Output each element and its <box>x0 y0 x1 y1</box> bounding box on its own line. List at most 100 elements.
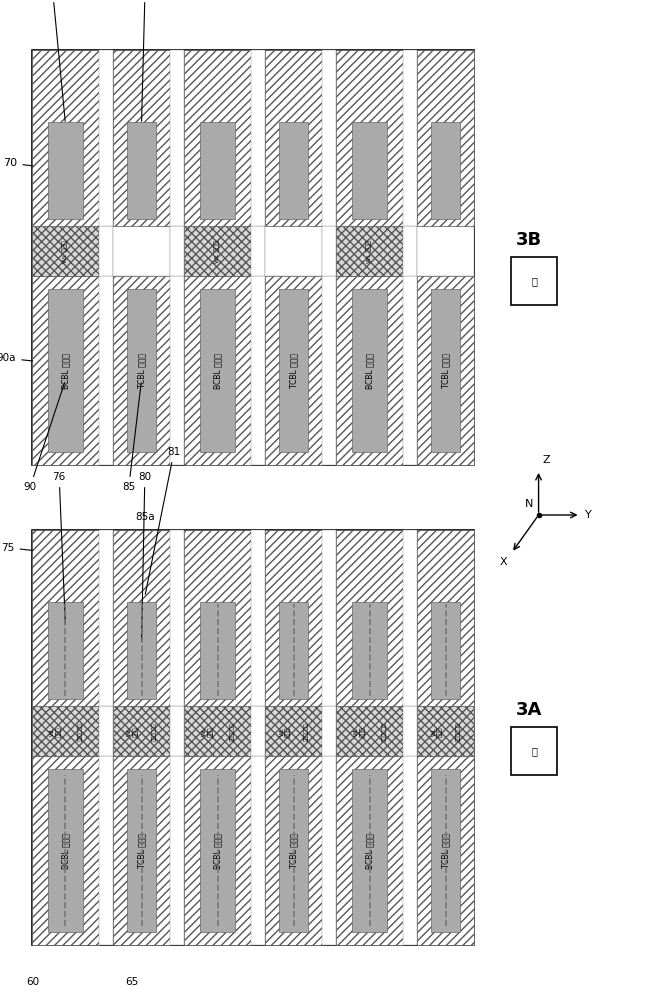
Bar <box>201 122 235 219</box>
Bar <box>126 602 156 699</box>
Bar <box>170 276 184 465</box>
Bar <box>251 50 265 226</box>
Bar <box>403 226 417 276</box>
Bar <box>322 50 337 226</box>
Bar <box>265 226 322 276</box>
Bar <box>337 756 403 945</box>
Bar <box>99 530 113 706</box>
Text: WL 解码器: WL 解码器 <box>63 240 68 263</box>
Bar <box>417 706 474 756</box>
Text: TCBL 解码器: TCBL 解码器 <box>289 833 298 868</box>
Bar <box>352 289 387 452</box>
Bar <box>322 756 337 945</box>
Bar <box>32 530 474 945</box>
Text: N: N <box>524 499 533 509</box>
Text: 3B: 3B <box>516 231 542 249</box>
Bar <box>265 276 322 465</box>
Bar <box>32 276 99 465</box>
Text: 60: 60 <box>26 977 39 987</box>
Text: WL
解码器: WL 解码器 <box>127 726 139 737</box>
Bar <box>184 276 251 465</box>
Bar <box>352 122 387 219</box>
Bar <box>265 50 322 226</box>
Bar <box>32 706 99 756</box>
Text: 底部单元阵列: 底部单元阵列 <box>230 722 235 741</box>
Bar <box>337 530 403 706</box>
Bar <box>184 226 251 276</box>
Bar <box>352 769 387 932</box>
Text: BCBL 解码器: BCBL 解码器 <box>213 833 222 869</box>
Text: 图: 图 <box>531 276 537 286</box>
Bar <box>126 289 156 452</box>
Text: BCBL 解码器: BCBL 解码器 <box>61 833 70 869</box>
Bar <box>511 257 557 305</box>
Text: TCBL 解码器: TCBL 解码器 <box>441 833 450 868</box>
Text: 65: 65 <box>125 977 139 987</box>
Bar <box>279 602 308 699</box>
Bar <box>170 530 184 706</box>
Text: BCBL 解码器: BCBL 解码器 <box>365 353 374 389</box>
Bar <box>48 122 83 219</box>
Bar <box>337 50 403 226</box>
Bar <box>322 226 337 276</box>
Bar <box>184 706 251 756</box>
Bar <box>337 706 403 756</box>
Text: WL 解码器: WL 解码器 <box>367 240 372 263</box>
Bar <box>184 530 251 706</box>
Bar <box>201 602 235 699</box>
Bar <box>113 276 170 465</box>
Bar <box>403 530 417 706</box>
Text: 85a: 85a <box>135 512 155 522</box>
Bar <box>201 289 235 452</box>
Bar <box>170 756 184 945</box>
Text: BCBL 解码器: BCBL 解码器 <box>365 833 374 869</box>
Bar <box>170 706 184 756</box>
Bar <box>99 706 113 756</box>
Bar <box>279 769 308 932</box>
Text: 90: 90 <box>23 383 64 492</box>
Text: BCBL 解码器: BCBL 解码器 <box>213 353 222 389</box>
Bar <box>32 530 99 706</box>
Bar <box>322 276 337 465</box>
Bar <box>403 276 417 465</box>
Bar <box>201 769 235 932</box>
Bar <box>126 122 156 219</box>
Text: 顶部单元阵列: 顶部单元阵列 <box>152 722 157 741</box>
Bar <box>184 756 251 945</box>
Bar <box>32 50 99 226</box>
Bar <box>337 226 403 276</box>
Bar <box>251 706 265 756</box>
Bar <box>403 756 417 945</box>
Bar <box>99 226 113 276</box>
Text: X: X <box>500 557 508 567</box>
Bar <box>417 50 474 226</box>
Text: Z: Z <box>542 455 550 465</box>
Bar <box>403 706 417 756</box>
Bar <box>417 530 474 706</box>
Bar <box>99 756 113 945</box>
Text: 81: 81 <box>145 447 181 594</box>
Bar <box>113 226 170 276</box>
Text: 85b: 85b <box>135 0 155 121</box>
Bar <box>251 530 265 706</box>
Text: TCBL 解码器: TCBL 解码器 <box>289 353 298 388</box>
Bar <box>511 727 557 775</box>
Text: 90b: 90b <box>43 0 65 121</box>
Bar <box>48 602 83 699</box>
Bar <box>99 276 113 465</box>
Bar <box>431 289 461 452</box>
Bar <box>265 706 322 756</box>
Text: WL
解码器: WL 解码器 <box>279 726 291 737</box>
Text: 顶部单元阵列: 顶部单元阵列 <box>455 722 461 741</box>
Bar <box>417 226 474 276</box>
Bar <box>251 276 265 465</box>
Text: BCBL 解码器: BCBL 解码器 <box>61 353 70 389</box>
Text: WL
解码器: WL 解码器 <box>202 726 213 737</box>
Bar <box>184 50 251 226</box>
Bar <box>417 756 474 945</box>
Text: 图: 图 <box>531 746 537 756</box>
Text: 75: 75 <box>1 543 33 553</box>
Bar <box>403 50 417 226</box>
Text: WL
解码器: WL 解码器 <box>354 726 366 737</box>
Text: WL
解码器: WL 解码器 <box>50 726 61 737</box>
